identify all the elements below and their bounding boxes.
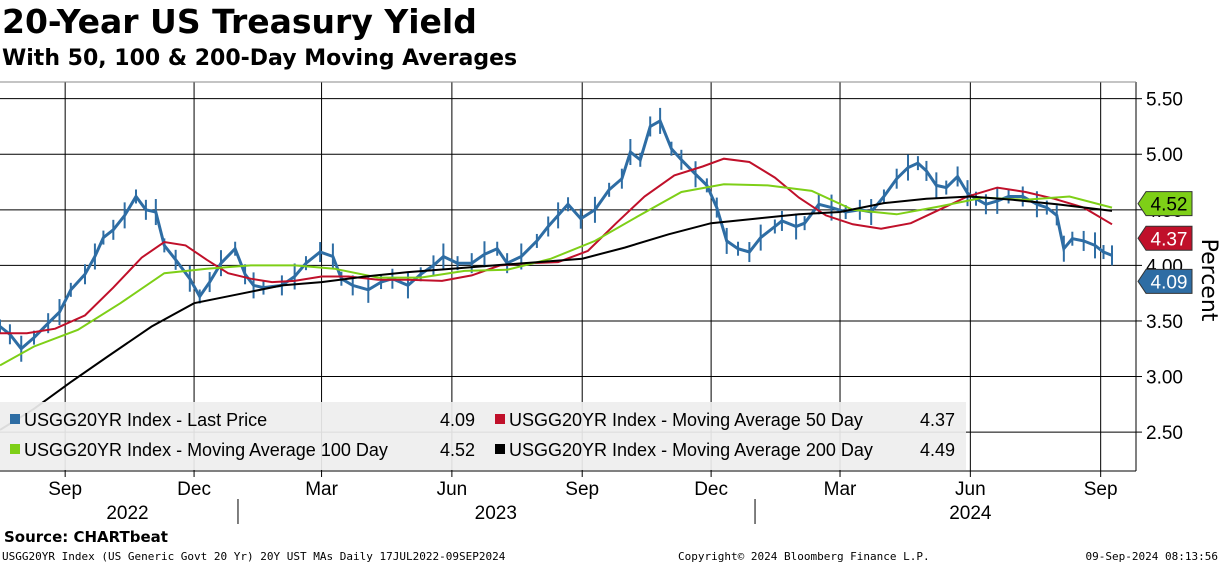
series-description: USGG20YR Index (US Generic Govt 20 Yr) 2… (2, 550, 506, 563)
x-tick-label: Jun (437, 479, 468, 500)
legend-swatch (10, 444, 20, 454)
ma100-line (0, 183, 1113, 367)
price-tag-label: 4.37 (1151, 229, 1188, 250)
legend: USGG20YR Index - Last Price 4.09 USGG20YR … (0, 402, 966, 470)
ma200-line (0, 195, 1113, 431)
legend-swatch (495, 444, 505, 454)
copyright: Copyright© 2024 Bloomberg Finance L.P. (678, 550, 930, 563)
price-line (0, 118, 1113, 351)
y-tick-label: 2.50 (1146, 423, 1183, 444)
plot-series (0, 107, 1113, 431)
legend-label: USGG20YR Index - Moving Average 200 Day (509, 440, 873, 460)
legend-label: USGG20YR Index - Moving Average 50 Day (509, 410, 863, 430)
legend-label: USGG20YR Index - Last Price (24, 410, 267, 430)
x-axis: Sep Dec Mar Jun Sep Dec Mar Jun Sep 2022 2023 2024 (48, 471, 1118, 524)
x-tick-label: Sep (1084, 479, 1118, 500)
y-tick-label: 5.00 (1146, 145, 1183, 166)
price-tag (1137, 191, 1193, 217)
legend-value: 4.52 (440, 440, 475, 460)
price-tag (1137, 268, 1193, 294)
plot-frame (0, 81, 1137, 472)
x-tick-label: Dec (694, 479, 728, 500)
y-tick-label: 3.50 (1146, 312, 1183, 333)
y-axis: 2.503.003.504.004.505.005.50 (1136, 90, 1183, 444)
legend-swatch (495, 414, 505, 424)
y-tick-label: 5.50 (1146, 90, 1183, 111)
y-axis-label: Percent (1196, 239, 1221, 322)
chart-subtitle: With 50, 100 & 200-Day Moving Averages (2, 46, 518, 71)
x-tick-label: Mar (824, 479, 857, 500)
chart-title: 20-Year US Treasury Yield (2, 2, 477, 41)
legend-background (0, 402, 966, 470)
x-tick-label: Jun (955, 479, 986, 500)
x-tick-label: Sep (565, 479, 599, 500)
year-label: 2023 (475, 503, 517, 524)
x-tick-label: Sep (48, 479, 82, 500)
y-tick-label: 3.00 (1146, 368, 1183, 389)
legend-label: USGG20YR Index - Moving Average 100 Day (24, 440, 388, 460)
x-tick-label: Mar (305, 479, 338, 500)
x-tick-label: Dec (177, 479, 211, 500)
legend-value: 4.49 (920, 440, 955, 460)
price-tags: 4.52 4.37 4.09 (1137, 191, 1193, 294)
legend-value: 4.37 (920, 410, 955, 430)
price-tag-label: 4.09 (1151, 272, 1188, 293)
price-tag-label: 4.52 (1151, 195, 1188, 216)
source-label: Source: CHARTbeat (4, 528, 168, 546)
year-label: 2022 (106, 503, 148, 524)
ma50-line (0, 157, 1113, 335)
year-label: 2024 (949, 503, 992, 524)
legend-value: 4.09 (440, 410, 475, 430)
legend-swatch (10, 414, 20, 424)
timestamp: 09-Sep-2024 08:13:56 (1085, 550, 1218, 563)
price-tag (1137, 225, 1193, 251)
